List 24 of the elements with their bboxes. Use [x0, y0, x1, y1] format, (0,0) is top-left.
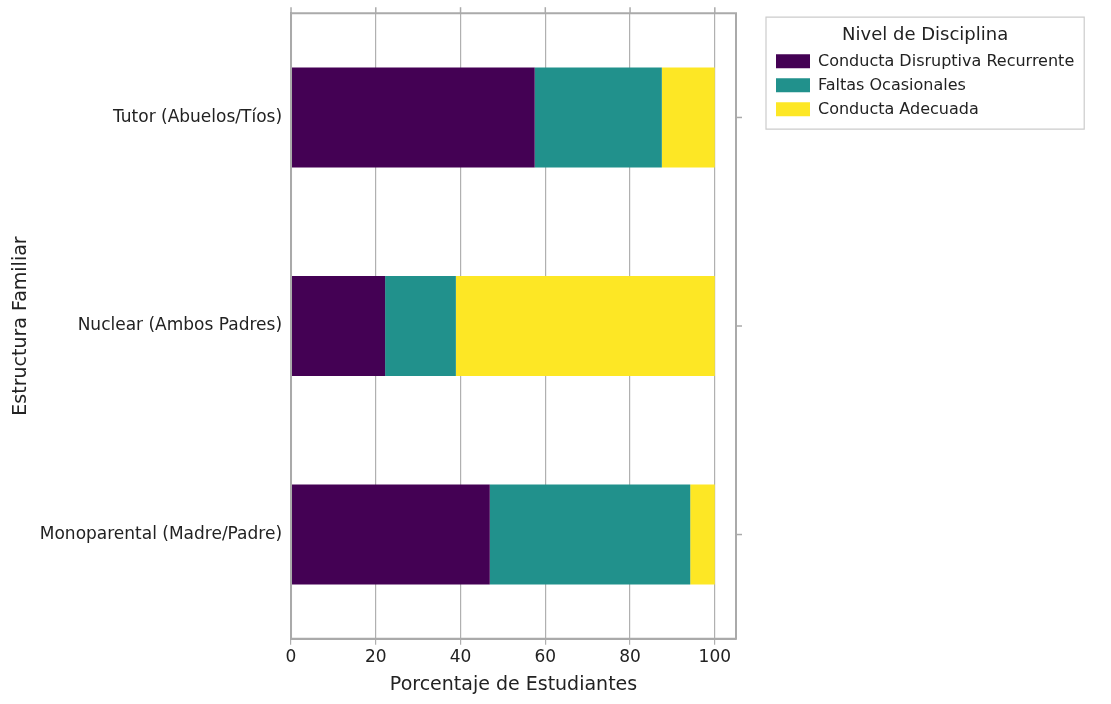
x-tick-label: 40	[449, 646, 472, 667]
x-tick-label: 80	[619, 646, 641, 667]
bar	[455, 275, 715, 377]
y-tick-label: Tutor (Abuelos/Tíos)	[111, 105, 283, 126]
bar	[291, 67, 535, 168]
y-tick-label: Nuclear (Ambos Padres)	[77, 314, 283, 335]
x-tick-label: 60	[534, 646, 557, 667]
x-axis-title: Porcentaje de Estudiantes	[389, 671, 638, 694]
legend-title: Nivel de Disciplina	[842, 22, 1009, 44]
y-axis-title: Estructura Familiar	[8, 236, 31, 416]
bar	[291, 484, 490, 585]
legend-label: Conducta Adecuada	[818, 99, 979, 119]
y-tick-label: Monoparental (Madre/Padre)	[39, 522, 283, 543]
bar	[489, 484, 691, 585]
x-tick-label: 20	[364, 646, 387, 667]
bar	[385, 275, 456, 377]
x-tick-label: 0	[285, 646, 297, 667]
legend-label: Conducta Disruptiva Recurrente	[818, 51, 1075, 71]
x-tick-label: 100	[698, 646, 732, 667]
bar	[291, 275, 386, 377]
bar	[661, 67, 715, 168]
legend-label: Faltas Ocasionales	[818, 75, 966, 95]
bar	[690, 484, 715, 585]
bar	[534, 67, 662, 168]
